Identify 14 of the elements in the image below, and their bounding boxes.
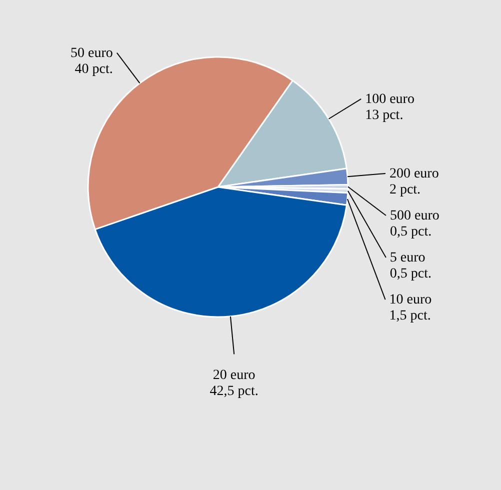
slice-label: 200 euro (389, 166, 439, 182)
data-label: 2 pct. (389, 182, 421, 198)
slice-label: 50 euro (70, 46, 113, 61)
data-label: 13 pct. (365, 108, 404, 123)
data-label: 42,5 pct. (210, 384, 258, 400)
data-label: 0,5 pct. (390, 266, 432, 282)
slice-label: 5 euro (390, 250, 426, 266)
slice-label: 100 euro (365, 92, 414, 107)
data-label: 40 pct. (74, 62, 113, 77)
slice-label: 20 euro (212, 368, 256, 384)
slice-label: 500 euro (390, 208, 440, 224)
slice-label: 10 euro (389, 292, 432, 308)
data-label: 0,5 pct. (390, 224, 432, 240)
data-label: 1,5 pct. (389, 308, 431, 324)
